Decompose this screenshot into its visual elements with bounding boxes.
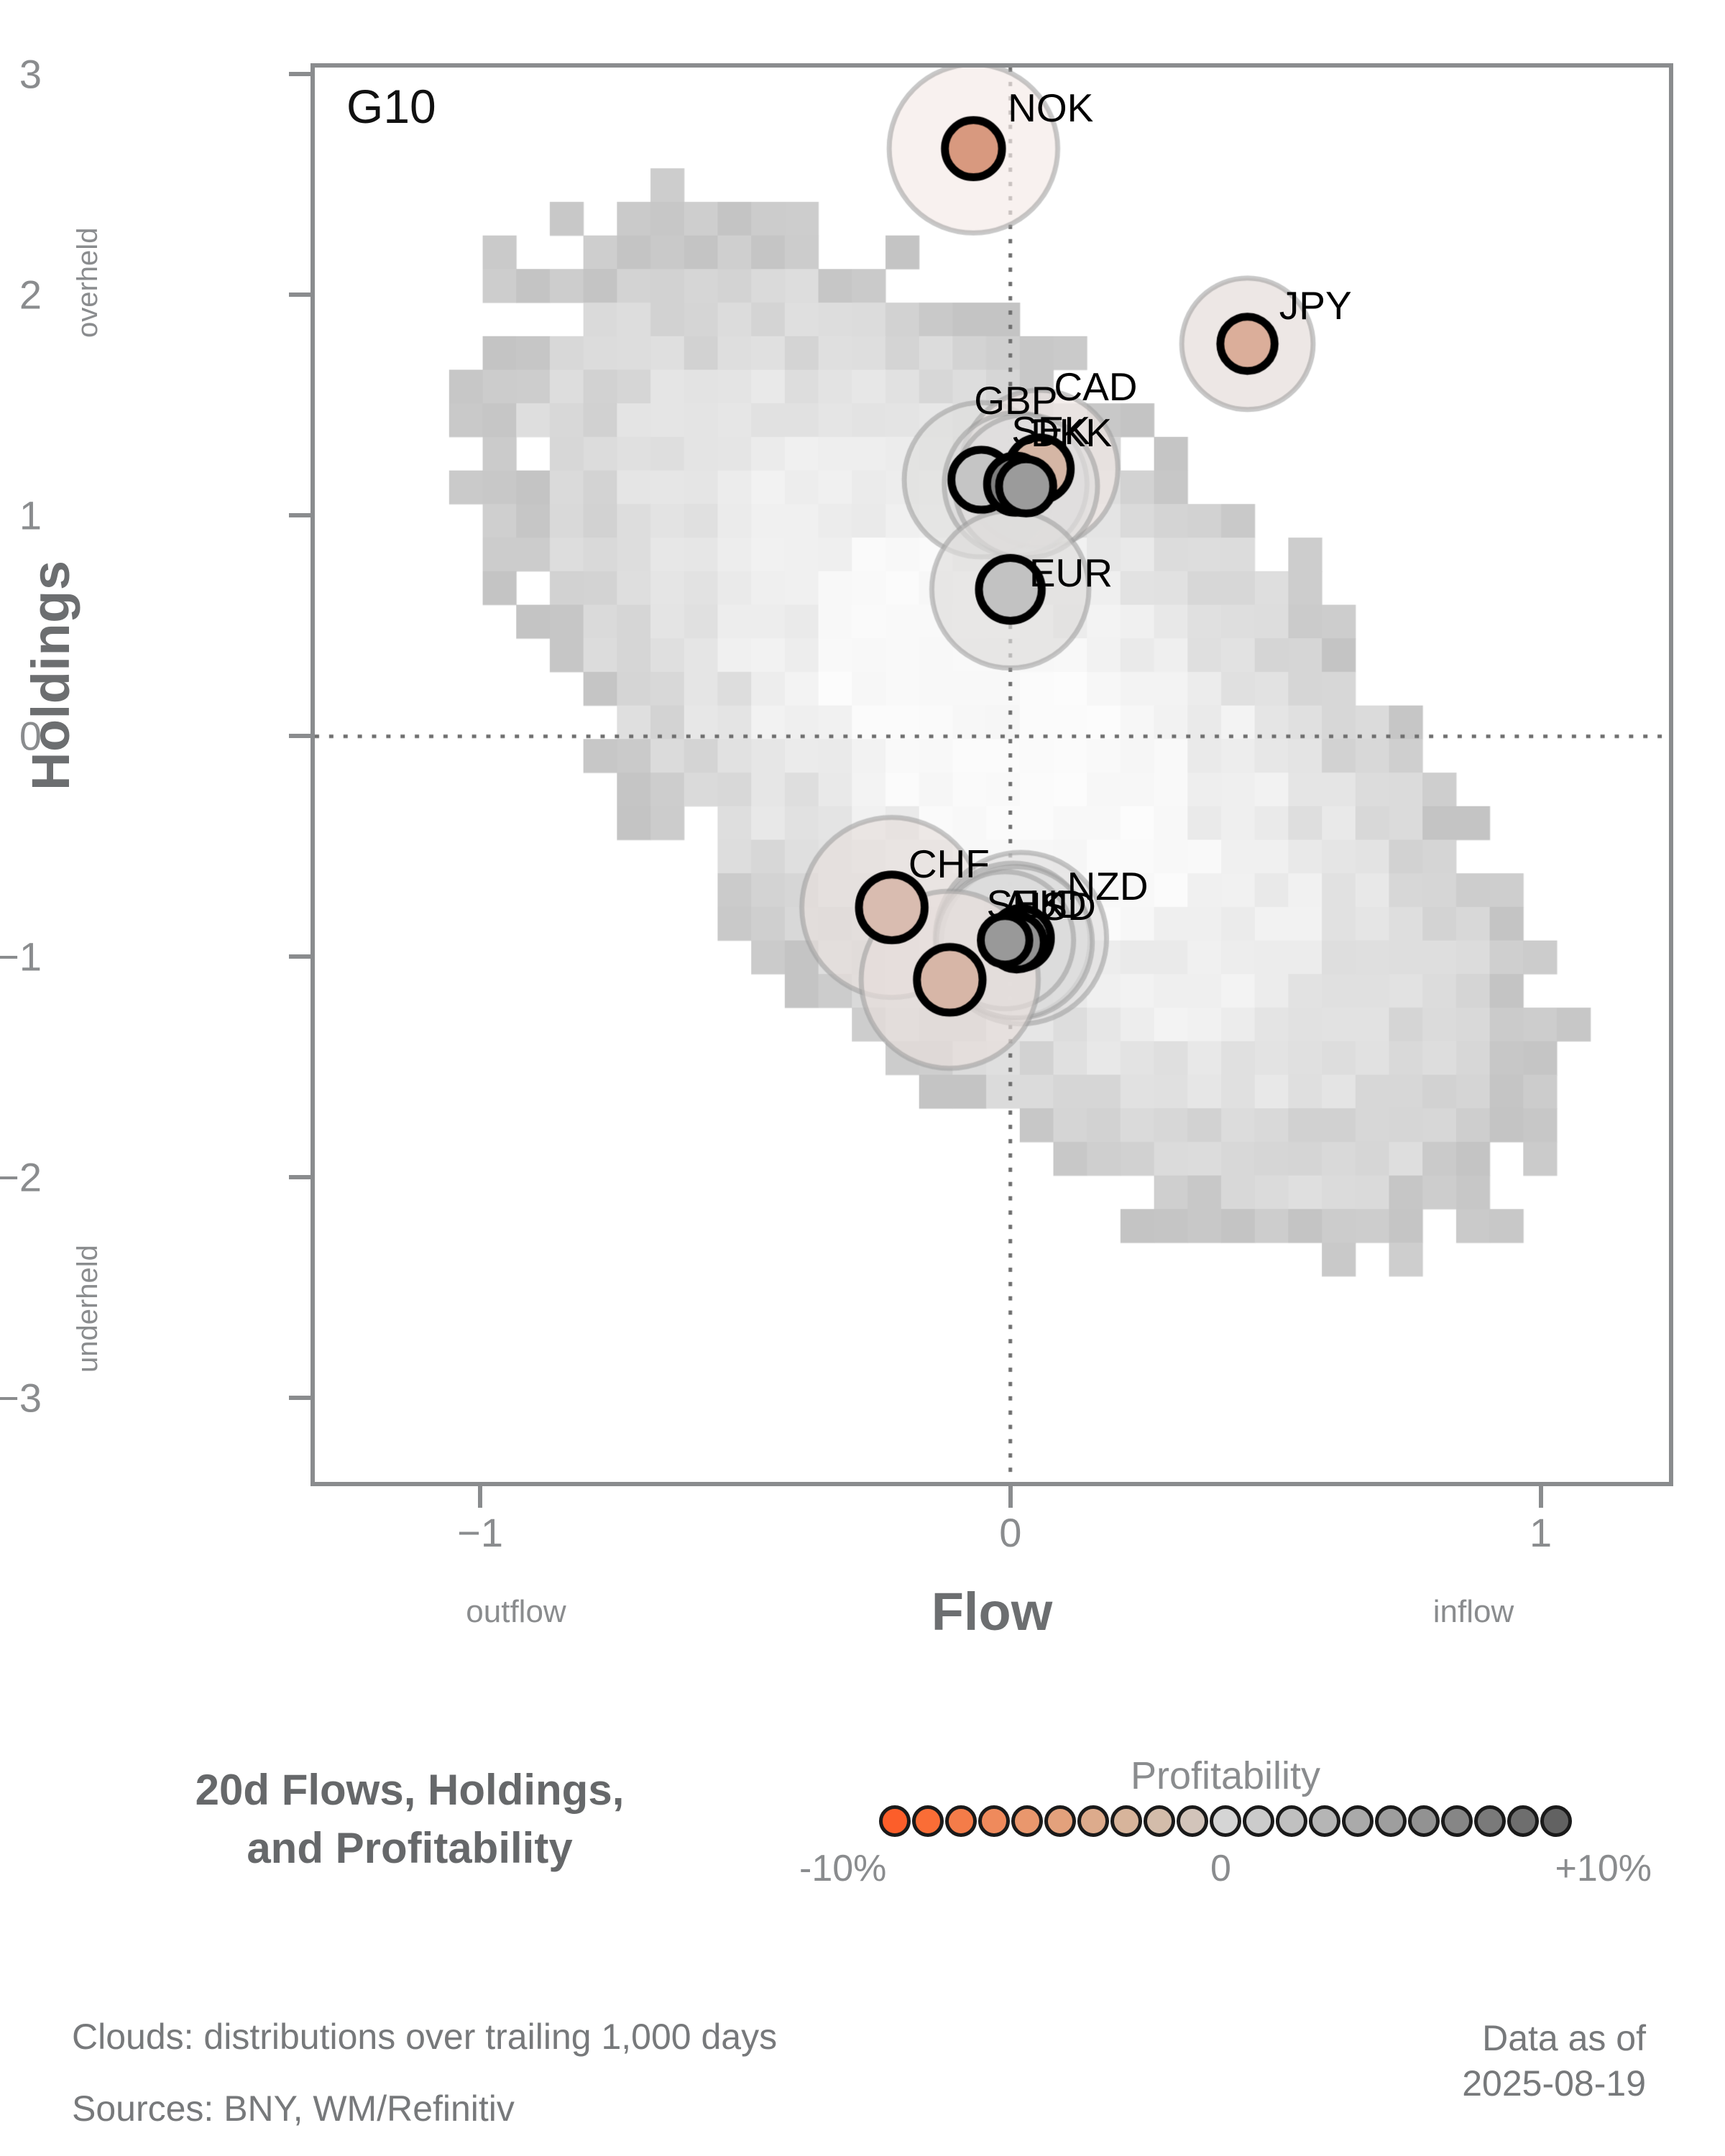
y-tick-mark bbox=[289, 734, 310, 739]
legend-swatch-5 bbox=[1044, 1805, 1076, 1837]
legend-swatch-1 bbox=[912, 1805, 944, 1837]
y-tick-label: 1 bbox=[19, 492, 42, 538]
caption-line-2: and Profitability bbox=[247, 1824, 573, 1872]
caption-line-1: 20d Flows, Holdings, bbox=[195, 1766, 625, 1814]
plot-area bbox=[310, 63, 1673, 1486]
x-tick-mark bbox=[478, 1486, 483, 1508]
legend-swatch-7 bbox=[1110, 1805, 1142, 1837]
legend-swatch-3 bbox=[978, 1805, 1010, 1837]
legend-swatch-19 bbox=[1507, 1805, 1539, 1837]
y-tick-mark bbox=[289, 292, 310, 298]
x-tick-label: 0 bbox=[999, 1510, 1022, 1555]
x-tick-mark bbox=[1008, 1486, 1013, 1508]
y-tick-mark bbox=[289, 72, 310, 77]
legend-swatch-4 bbox=[1011, 1805, 1043, 1837]
y-tick-mark bbox=[289, 1175, 310, 1180]
note-sources: Sources: BNY, WM/Refinitiv bbox=[72, 2088, 515, 2129]
legend-swatch-18 bbox=[1474, 1805, 1506, 1837]
legend-swatch-16 bbox=[1408, 1805, 1440, 1837]
legend-title: Profitability bbox=[1130, 1754, 1321, 1797]
legend-swatch-17 bbox=[1441, 1805, 1473, 1837]
group-label: G10 bbox=[346, 80, 436, 133]
legend-swatch-13 bbox=[1309, 1805, 1340, 1837]
y-tick-label: −3 bbox=[0, 1375, 42, 1421]
legend-swatch-6 bbox=[1077, 1805, 1109, 1837]
chart-caption: 20d Flows, Holdings, and Profitability bbox=[115, 1761, 704, 1877]
legend-swatch-row bbox=[798, 1805, 1653, 1837]
y-axis-underheld-label: underheld bbox=[72, 1245, 104, 1373]
x-tick-label: −1 bbox=[457, 1510, 503, 1555]
x-tick-mark bbox=[1538, 1486, 1543, 1508]
legend-swatch-10 bbox=[1210, 1805, 1241, 1837]
x-tick-label: 1 bbox=[1529, 1510, 1552, 1555]
legend-mid-label: 0 bbox=[1210, 1848, 1231, 1889]
x-axis-title: Flow bbox=[931, 1582, 1053, 1641]
legend-swatch-9 bbox=[1177, 1805, 1208, 1837]
y-tick-label: 3 bbox=[19, 51, 42, 97]
data-as-of-value: 2025-08-19 bbox=[1462, 2063, 1646, 2104]
y-tick-label: 0 bbox=[19, 713, 42, 759]
legend-swatch-11 bbox=[1243, 1805, 1274, 1837]
x-axis-inflow-label: inflow bbox=[1432, 1594, 1514, 1629]
legend-swatch-2 bbox=[945, 1805, 977, 1837]
legend-swatch-14 bbox=[1342, 1805, 1374, 1837]
y-tick-mark bbox=[289, 954, 310, 959]
y-tick-mark bbox=[289, 1396, 310, 1401]
legend-swatch-15 bbox=[1375, 1805, 1407, 1837]
legend-tick-row: -10% 0 +10% bbox=[798, 1847, 1653, 1890]
x-axis-outflow-label: outflow bbox=[466, 1594, 566, 1629]
legend-swatch-0 bbox=[879, 1805, 911, 1837]
y-tick-mark bbox=[289, 513, 310, 518]
y-tick-label: −1 bbox=[0, 934, 42, 980]
data-as-of: Data as of 2025-08-19 bbox=[1462, 2016, 1646, 2106]
y-axis-overheld-label: overheld bbox=[72, 227, 104, 338]
profitability-legend: Profitability -10% 0 +10% bbox=[798, 1754, 1653, 1890]
data-as-of-label: Data as of bbox=[1482, 2018, 1646, 2058]
legend-swatch-12 bbox=[1276, 1805, 1307, 1837]
legend-swatch-8 bbox=[1144, 1805, 1175, 1837]
bubble-overlay bbox=[315, 68, 1669, 1482]
y-tick-label: 2 bbox=[19, 272, 42, 318]
y-tick-label: −2 bbox=[0, 1154, 42, 1200]
note-clouds: Clouds: distributions over trailing 1,00… bbox=[72, 2017, 778, 2057]
legend-swatch-20 bbox=[1540, 1805, 1572, 1837]
legend-min-label: -10% bbox=[799, 1848, 887, 1889]
legend-max-label: +10% bbox=[1555, 1848, 1652, 1889]
